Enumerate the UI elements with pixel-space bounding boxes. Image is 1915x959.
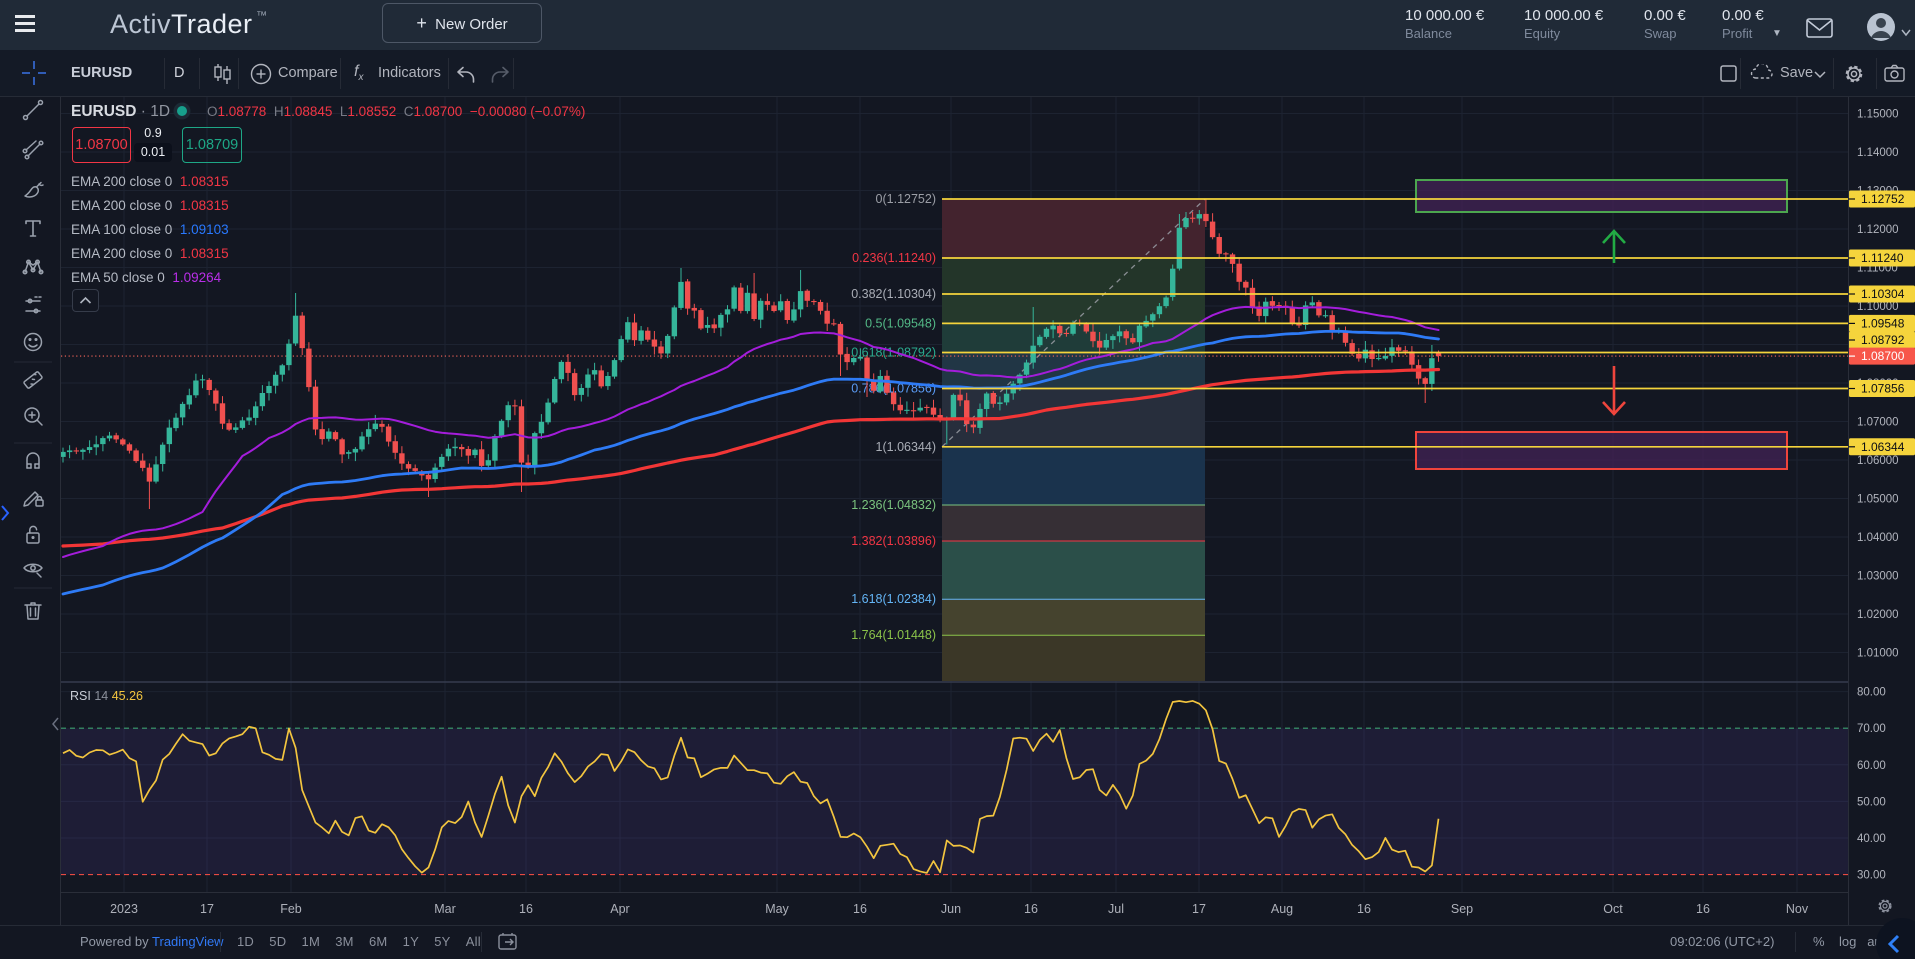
svg-text:1.10000: 1.10000 bbox=[1857, 301, 1899, 313]
svg-text:1.06344: 1.06344 bbox=[1861, 440, 1905, 454]
svg-text:Aug: Aug bbox=[1271, 902, 1293, 916]
svg-text:16: 16 bbox=[519, 902, 533, 916]
svg-text:Mar: Mar bbox=[434, 902, 456, 916]
svg-text:Nov: Nov bbox=[1786, 902, 1809, 916]
svg-text:1.05000: 1.05000 bbox=[1857, 494, 1899, 506]
svg-text:1.01000: 1.01000 bbox=[1857, 648, 1899, 660]
svg-text:16: 16 bbox=[1024, 902, 1038, 916]
svg-text:Feb: Feb bbox=[280, 902, 302, 916]
svg-text:Apr: Apr bbox=[610, 902, 629, 916]
svg-text:1.09548: 1.09548 bbox=[1861, 316, 1905, 330]
svg-text:60.00: 60.00 bbox=[1857, 760, 1886, 772]
svg-text:1.03000: 1.03000 bbox=[1857, 571, 1899, 583]
svg-text:Oct: Oct bbox=[1603, 902, 1623, 916]
svg-text:1.12000: 1.12000 bbox=[1857, 224, 1899, 236]
svg-text:50.00: 50.00 bbox=[1857, 796, 1886, 808]
svg-text:1.06000: 1.06000 bbox=[1857, 455, 1899, 467]
svg-text:1.10304: 1.10304 bbox=[1861, 287, 1905, 301]
svg-text:2023: 2023 bbox=[110, 902, 138, 916]
svg-text:May: May bbox=[765, 902, 789, 916]
svg-text:Jun: Jun bbox=[941, 902, 961, 916]
svg-text:0.382(1.10304): 0.382(1.10304) bbox=[851, 287, 936, 301]
svg-text:1.15000: 1.15000 bbox=[1857, 109, 1899, 121]
svg-text:0.5(1.09548): 0.5(1.09548) bbox=[865, 316, 936, 330]
svg-text:30.00: 30.00 bbox=[1857, 870, 1886, 882]
svg-text:40.00: 40.00 bbox=[1857, 833, 1886, 845]
svg-text:Sep: Sep bbox=[1451, 902, 1473, 916]
svg-text:1.08700: 1.08700 bbox=[1861, 349, 1905, 363]
svg-text:1.12752: 1.12752 bbox=[1861, 192, 1905, 206]
svg-text:16: 16 bbox=[1357, 902, 1371, 916]
svg-text:70.00: 70.00 bbox=[1857, 723, 1886, 735]
svg-text:1.02000: 1.02000 bbox=[1857, 609, 1899, 621]
svg-text:1.14000: 1.14000 bbox=[1857, 147, 1899, 159]
svg-text:17: 17 bbox=[200, 902, 214, 916]
svg-text:Jul: Jul bbox=[1108, 902, 1124, 916]
svg-text:1.07000: 1.07000 bbox=[1857, 417, 1899, 429]
svg-text:1.236(1.04832): 1.236(1.04832) bbox=[851, 498, 936, 512]
svg-text:1.764(1.01448): 1.764(1.01448) bbox=[851, 628, 936, 642]
svg-text:1(1.06344): 1(1.06344) bbox=[876, 440, 936, 454]
svg-text:0(1.12752): 0(1.12752) bbox=[876, 192, 936, 206]
svg-text:80.00: 80.00 bbox=[1857, 687, 1886, 699]
svg-text:RSI 14 45.26: RSI 14 45.26 bbox=[70, 689, 143, 703]
svg-text:1.11240: 1.11240 bbox=[1861, 251, 1904, 265]
svg-text:1.618(1.02384): 1.618(1.02384) bbox=[851, 592, 936, 606]
svg-text:1.08792: 1.08792 bbox=[1861, 333, 1905, 347]
svg-text:16: 16 bbox=[1696, 902, 1710, 916]
svg-text:16: 16 bbox=[853, 902, 867, 916]
svg-text:0.236(1.11240): 0.236(1.11240) bbox=[852, 251, 936, 265]
svg-text:1.07856: 1.07856 bbox=[1861, 382, 1905, 396]
svg-text:17: 17 bbox=[1192, 902, 1206, 916]
svg-text:1.04000: 1.04000 bbox=[1857, 532, 1899, 544]
svg-text:1.382(1.03896): 1.382(1.03896) bbox=[851, 534, 936, 548]
